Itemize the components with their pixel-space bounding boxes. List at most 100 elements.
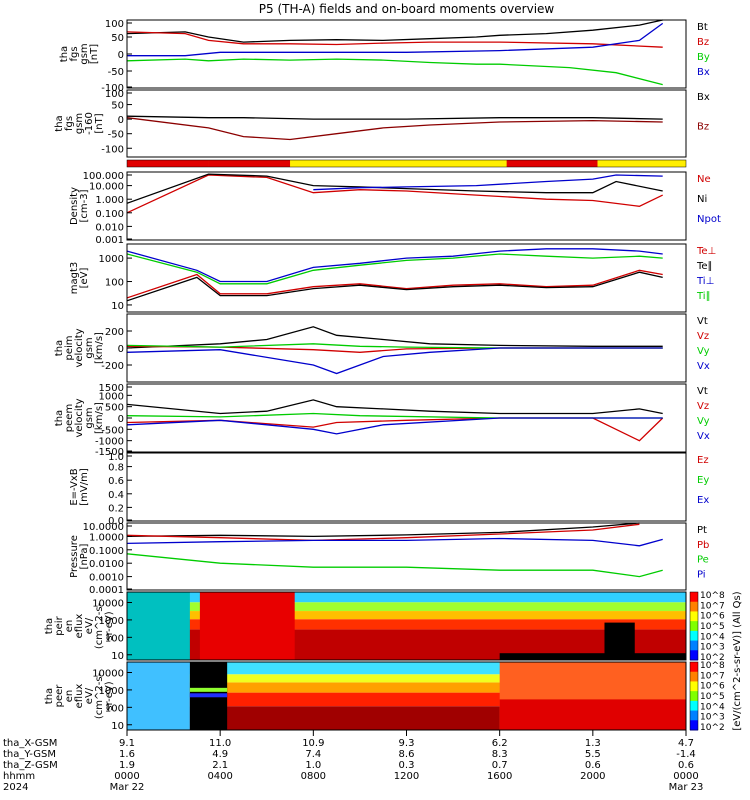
legend-label: Pi [697,569,706,580]
series-line-Pi [126,537,663,547]
time-axis-value: 0400 [207,771,232,782]
y-tick-label: 10.0000 [83,522,124,533]
legend-label: Vy [697,346,710,357]
y-tick-label: 0.6 [108,476,124,487]
y-axis-label: eV/ [84,617,95,634]
colorbar-tick-label: 10^4 [700,702,725,712]
legend-label: Te∥ [696,261,713,272]
panel-p7 [126,452,687,522]
series-line-Vz [126,417,664,442]
panel-frame [126,171,687,241]
time-axis-row-label: tha_X-GSM [3,738,57,749]
chart-title: P5 (TH-A) fields and on-board moments ov… [259,2,555,16]
time-axis-value: 2.1 [212,760,228,771]
series-line-Ti∥ [126,253,663,285]
y-axis-label: Density [69,187,80,225]
y-axis-label: peir [54,615,65,635]
y-tick-label: 0 [118,344,124,355]
legend-label: By [697,52,710,63]
spectrogram-block [189,693,228,698]
y-axis-label: (cm^2-s- [94,672,105,719]
panel-frame [126,19,687,89]
legend-label: Bz [697,122,709,133]
y-axis-label: velocity [74,328,85,367]
spectrogram-band [127,674,686,683]
legend-label: Ti∥ [696,291,711,302]
y-tick-label: 0.0 [108,516,124,527]
y-tick-label: 1000 [99,616,124,627]
y-tick-label: -1500 [95,447,124,458]
y-axis-label: magt3 [69,262,80,295]
panel-p10 [126,661,687,731]
series-line-Bx [126,115,663,120]
state-bar-segment [208,160,291,167]
time-axis-value: 5.5 [585,749,601,760]
colorbar-tick-label: 10^2 [700,653,725,663]
time-axis-value: Mar 22 [110,782,145,793]
time-axis-row-label: tha_Z-GSM [3,760,58,771]
y-axis-label: -160 [84,112,95,135]
spectrogram-block [127,592,190,660]
y-tick-label: 10000 [92,598,124,609]
y-axis-label: fgs [64,116,75,131]
spectrogram-band [127,682,686,693]
panel-p5 [126,313,687,383]
spectrogram-band [127,619,686,630]
y-axis-label: [mV/m] [79,468,90,506]
colorbar-tick-label: 10^3 [700,643,725,653]
y-axis-label: tha [54,115,65,131]
y-axis-label: tha [44,618,55,634]
time-axis-value: 7.4 [305,749,321,760]
y-axis-label: tha [44,688,55,704]
time-axis-value: 0.3 [399,760,415,771]
colorbar-tick-label: 10^8 [700,661,725,671]
y-tick-label: 100 [105,19,124,30]
spectrogram-block [499,699,686,730]
series-line-Vy [126,412,663,419]
time-axis-value: 0.6 [585,760,601,771]
y-tick-label: 0.0010 [89,573,124,584]
y-axis-label: [nT] [94,113,105,133]
time-axis-value: 9.3 [399,738,415,749]
colorbar-tick-label: 10^2 [700,723,725,733]
y-axis-label: sr-eV) [104,681,115,710]
legend-label: Bt [697,22,708,33]
state-bar-frame [126,159,687,168]
colorbar-label: [eV/(cm^2-s-sr-eV)] (All Qs) [732,591,743,730]
panel-p4 [126,243,687,313]
y-tick-label: 0.2 [108,503,124,514]
y-tick-label: 1500 [99,383,124,394]
series-line-Te∥ [126,271,663,302]
colorbar-cell [690,691,698,702]
y-tick-label: 1000 [99,686,124,697]
panel-frame [126,89,687,158]
colorbar-tick-label: 10^5 [700,622,725,632]
y-tick-label: -50 [108,130,124,141]
y-axis-label: eflux [74,684,85,709]
y-axis-label: [eV] [79,268,90,289]
y-tick-label: 0 [118,115,124,126]
legend-label: Vx [697,431,710,442]
time-axis-value: 10.9 [302,738,324,749]
colorbar-cell [690,662,698,673]
y-axis-label: gsm [74,113,85,134]
y-tick-label: 100 [105,703,124,714]
y-tick-label: -500 [101,425,124,436]
legend-label: Npot [697,214,721,225]
y-axis-label: [nT] [89,44,100,64]
colorbar-cell [690,700,698,712]
series-line-Pb [126,523,640,542]
legend-label: Vy [697,416,710,427]
time-axis-value: -1.4 [676,749,696,760]
y-tick-label: 10 [111,651,124,662]
panel-frame [126,591,687,661]
time-axis-value: 1600 [487,771,512,782]
legend-label: Bx [697,67,710,78]
colorbar-cell [690,592,698,603]
series-line-Vx [126,347,663,375]
legend-label: Ey [697,475,709,486]
legend-label: Ni [697,194,707,205]
y-tick-label: 0.100 [95,209,124,220]
y-axis-label: tha [54,410,65,426]
legend-label: Pe [697,555,709,566]
